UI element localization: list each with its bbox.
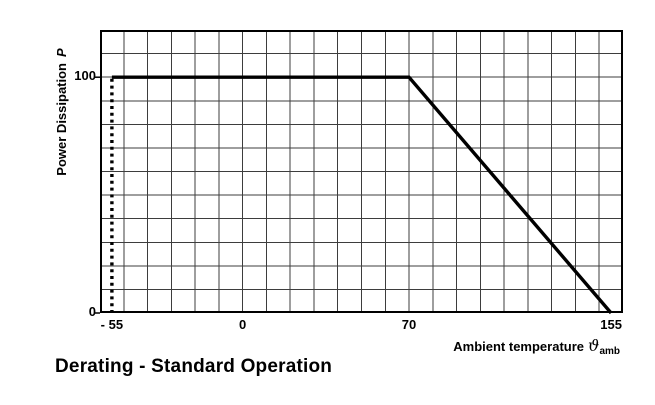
x-tick-label: 70 [401,317,417,332]
y-tick-label: 0 [88,304,96,319]
y-axis-label-text: Power Dissipation [54,62,69,176]
theta-subscript: amb [599,346,620,357]
y-tick-label: 100 [74,68,96,84]
theta-symbol: ϑ [588,336,600,355]
plot-svg [94,30,623,315]
y-axis-symbol: P [54,48,69,57]
x-axis-label-text: Ambient temperature [453,339,584,354]
chart-title: Derating - Standard Operation [55,356,333,377]
x-axis-label: Ambient temperature ϑamb [453,336,620,357]
x-tick-label: - 55 [100,317,124,332]
plot-area [94,30,623,315]
y-axis-label: Power Dissipation P [54,2,72,222]
x-tick-label: 0 [239,317,247,332]
derating-curve [111,75,613,315]
x-tick-label: 155 [600,317,622,332]
